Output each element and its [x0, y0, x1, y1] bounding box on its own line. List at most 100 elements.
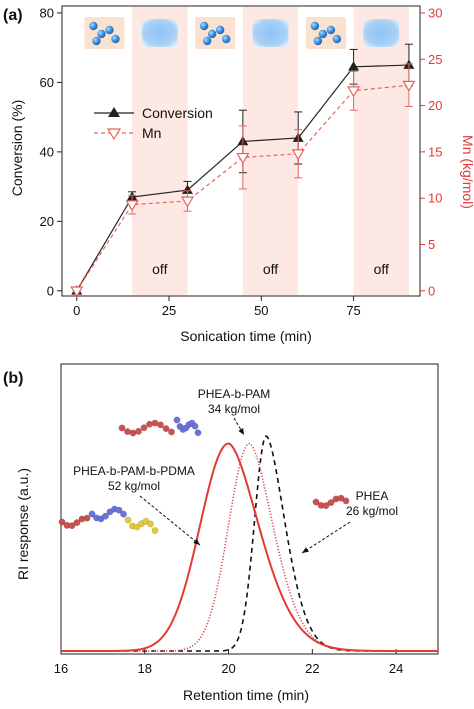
polymer-bead-icon [68, 522, 76, 530]
panel-b-y-axis-label: RI response (a.u.) [15, 468, 31, 580]
polymer-bead-icon [173, 416, 181, 424]
y2-tick-label: 30 [428, 5, 442, 20]
x-tick-label: 16 [54, 661, 68, 676]
conversion-point [348, 61, 360, 71]
bead-icon [202, 36, 212, 46]
polymer-bead-icon [118, 424, 126, 432]
arrow-phea-pam-pdma-head [193, 538, 200, 545]
mn-point [402, 80, 416, 92]
bead-icon [221, 34, 231, 44]
bead-icon [105, 25, 114, 35]
blue-glow-icon [363, 19, 400, 47]
sonication-icons [84, 17, 402, 49]
legend-marker-conversion [108, 107, 120, 117]
panel-a-label: (a) [3, 7, 23, 24]
panel-a: off off off 0 25 50 75 0 20 40 60 80 0 5 10 15 20 25 30 C… [3, 5, 474, 344]
bead-icon [92, 36, 101, 46]
off-band [242, 7, 299, 295]
panel-a-legend: Conversion Mn [94, 105, 213, 141]
x-tick-label: 22 [305, 661, 319, 676]
y2-tick-label: 0 [428, 283, 435, 298]
panel-b-axes: 16 18 20 22 24 [54, 649, 403, 676]
panel-b-x-axis-label: Retention time (min) [183, 687, 309, 703]
polymer-bead-icon [135, 427, 142, 435]
polymer-bead-icon [140, 424, 148, 432]
label-phea-name: PHEA [356, 489, 389, 503]
legend-marker-mn [106, 128, 122, 141]
bead-icon [89, 21, 98, 31]
conversion-point [181, 184, 193, 194]
polymer-bead-icon [342, 497, 350, 505]
bead-icon [97, 29, 106, 39]
panel-b-label: (b) [3, 370, 23, 387]
arrow-phea-pam-pdma [139, 495, 201, 546]
x-tick-label: 50 [254, 303, 268, 318]
mn-point [291, 149, 305, 161]
x-tick-label: 0 [73, 303, 80, 318]
blue-glow-icon [141, 19, 178, 47]
mn-point [347, 86, 361, 98]
polymer-bead-icon [146, 420, 153, 428]
y2-tick-label: 10 [428, 191, 442, 206]
off-band [132, 7, 188, 295]
polymer-bead-icon [133, 523, 141, 531]
arrow-phea-pam-head [238, 428, 244, 435]
x-tick-label: 18 [138, 661, 152, 676]
blue-glow-icon [252, 19, 289, 47]
label-phea-pam-mw: 34 kg/mol [208, 402, 260, 416]
y-tick-label: 20 [40, 214, 54, 229]
polymer-bead-icon [157, 421, 164, 429]
arrow-phea [301, 521, 351, 554]
off-label: off [374, 261, 389, 277]
x-tick-label: 20 [221, 661, 235, 676]
x-tick-label: 75 [346, 303, 360, 318]
polymer-bead-icon [162, 425, 170, 432]
bead-icon [310, 21, 320, 31]
bead-icon [318, 29, 328, 39]
polymer-bead-icon [191, 422, 199, 430]
panel-a-axes: 0 25 50 75 0 20 40 60 80 0 5 10 15 20 25 30 [40, 5, 443, 318]
polymer-bead-icon [115, 506, 123, 514]
y-tick-label: 0 [47, 283, 54, 298]
polymer-bead-icon [58, 518, 66, 526]
polymer-bead-icon [168, 428, 175, 436]
off-label: off [263, 261, 278, 277]
y2-tick-label: 25 [428, 52, 442, 67]
bead-icon [313, 36, 323, 46]
y2-tick-label: 5 [428, 237, 435, 252]
polymer-bead-icon [102, 512, 109, 520]
polymer-bead-icon [194, 429, 202, 437]
y-tick-label: 40 [40, 144, 54, 159]
y2-tick-label: 15 [428, 144, 442, 159]
label-phea-pam-name: PHEA-b-PAM [198, 387, 270, 401]
off-label: off [152, 261, 167, 277]
x-tick-label: 25 [162, 303, 176, 318]
panel-a-x-axis-label: Sonication time (min) [180, 328, 312, 344]
bead-icon [332, 34, 342, 44]
y2-tick-label: 20 [428, 98, 442, 113]
panel-a-y-axis-label: Conversion (%) [9, 100, 25, 196]
polymer-bead-icon [312, 498, 320, 506]
bead-icon [215, 25, 225, 35]
mn-point [180, 196, 195, 208]
panel-a-y2-axis-label: Mn (kg/mol) [460, 135, 474, 209]
polymer-bead-icon [337, 494, 345, 502]
off-period-bands: off off off [132, 7, 409, 295]
legend-label-mn: Mn [142, 125, 161, 141]
curve-phea-pam [61, 442, 438, 652]
x-tick-label: 24 [389, 661, 403, 676]
bead-icon [111, 34, 120, 44]
bead-icon [199, 21, 209, 31]
arrow-phea-head [302, 547, 309, 553]
mn-point [236, 152, 250, 165]
mn-point [70, 286, 84, 298]
panel-b-plot-frame [60, 363, 439, 655]
panel-a-plot-frame [61, 5, 421, 297]
bead-icon [207, 29, 217, 39]
label-phea-pam-pdma-mw: 52 kg/mol [108, 479, 160, 493]
curve-phea-pam-pdma [61, 442, 438, 652]
panel-b-curves [61, 435, 438, 652]
mn-point [125, 200, 139, 212]
